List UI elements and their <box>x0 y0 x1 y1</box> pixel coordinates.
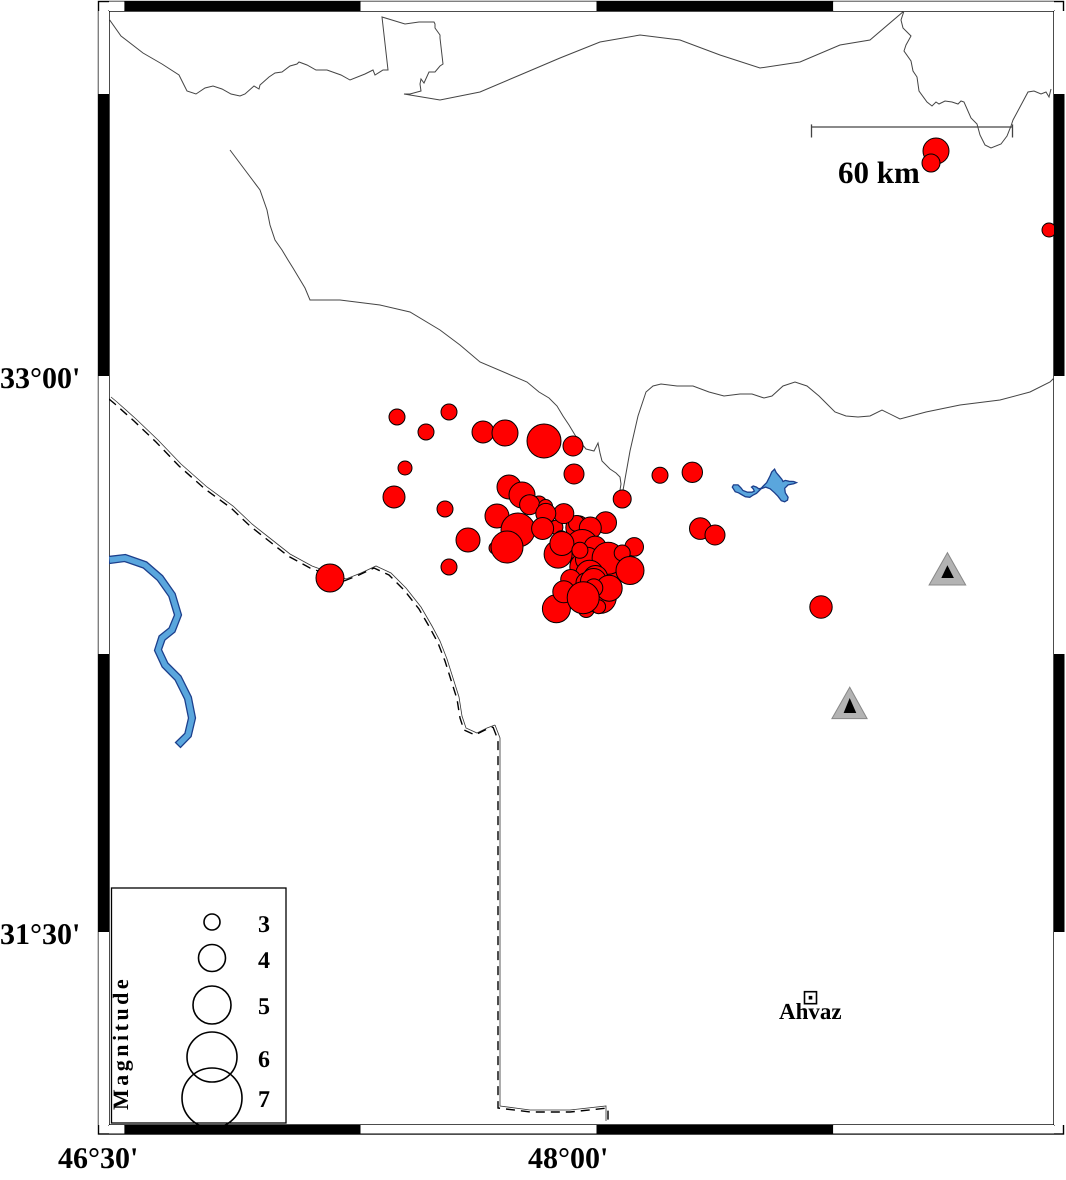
svg-text:48°00': 48°00' <box>528 1142 608 1175</box>
svg-text:31°30': 31°30' <box>0 918 80 951</box>
svg-text:46°30': 46°30' <box>58 1142 138 1175</box>
svg-text:6: 6 <box>258 1047 270 1073</box>
svg-text:4: 4 <box>258 948 270 974</box>
svg-text:Magnitude: Magnitude <box>108 976 133 1110</box>
svg-text:3: 3 <box>258 912 270 938</box>
svg-text:7: 7 <box>258 1087 270 1113</box>
svg-text:Ahvaz: Ahvaz <box>779 999 842 1024</box>
svg-text:33°00': 33°00' <box>0 362 80 395</box>
svg-text:60 km: 60 km <box>838 155 920 190</box>
svg-text:5: 5 <box>258 994 270 1020</box>
